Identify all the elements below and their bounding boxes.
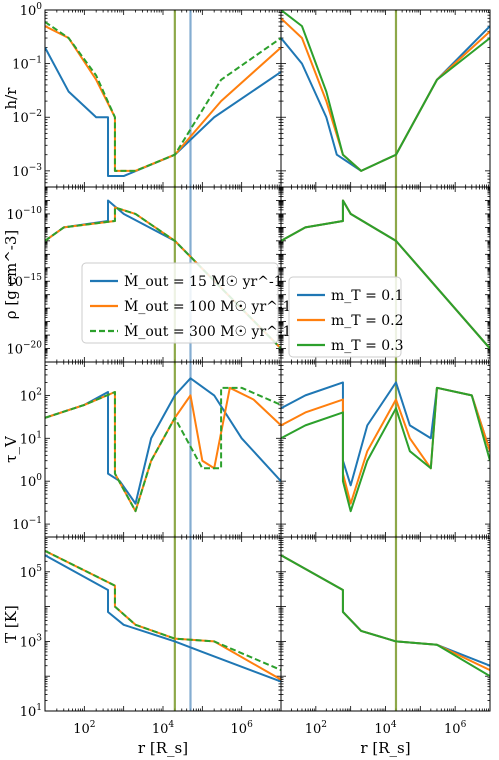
series-line-2	[45, 386, 281, 513]
series-line-1	[45, 549, 281, 681]
panel-frame	[44, 536, 282, 712]
legend-entry: m_T = 0.3	[331, 338, 404, 354]
panel-r2-c1	[280, 361, 491, 538]
legend-left: Ṁ_out = 15 M☉ yr^-1 Ṁ_out = 100 M☉ yr^-1 Ṁ…	[81, 262, 292, 344]
reference-lines	[173, 362, 192, 537]
x-tick-label: 106	[444, 720, 467, 737]
series-line-1	[281, 386, 490, 505]
panel-r0-c0	[44, 9, 282, 188]
y-tick-label: 10−15	[6, 273, 42, 290]
y-axis-label: ρ [g cm^-3]	[2, 230, 20, 319]
y-tick-label: 100	[20, 2, 43, 19]
legend-right: m_T = 0.1 m_T = 0.2 m_T = 0.3	[288, 276, 404, 358]
panels	[44, 9, 491, 712]
series-group	[45, 549, 281, 683]
panel-r0-c1	[280, 9, 491, 188]
y-tick-label: 10−3	[12, 163, 42, 180]
y-tick-label: 10−1	[12, 56, 42, 73]
series-line-1	[281, 17, 490, 172]
series-line-2	[45, 21, 281, 172]
y-axis-label: h/r	[2, 87, 20, 110]
panel-r3-c1	[280, 536, 491, 712]
series-line-0	[45, 377, 281, 505]
x-tick-label: 102	[73, 720, 95, 737]
series-group	[281, 381, 490, 513]
series-line-2	[281, 10, 490, 172]
legend-box	[288, 276, 402, 358]
series-group	[281, 10, 490, 172]
series-group	[281, 199, 490, 350]
legend-entry: m_T = 0.1	[331, 288, 404, 304]
x-tick-label: 104	[152, 720, 175, 737]
panel-frame	[280, 536, 491, 712]
y-tick-label: 100	[20, 473, 43, 490]
series-line-2	[45, 206, 281, 350]
y-tick-label: 10−10	[6, 206, 42, 223]
series-line-2	[281, 554, 490, 678]
series-group	[281, 554, 490, 678]
legend-box	[81, 262, 279, 344]
series-group	[45, 21, 281, 178]
y-tick-label: 101	[20, 430, 42, 447]
series-line-0	[45, 554, 281, 683]
series-line-0	[45, 47, 281, 178]
series-line-0	[281, 25, 490, 172]
reference-lines	[173, 537, 192, 711]
series-group	[45, 199, 281, 350]
reference-lines	[173, 10, 192, 187]
series-line-0	[281, 381, 490, 487]
x-tick-label: 102	[305, 720, 327, 737]
legend-entry: Ṁ_out = 100 M☉ yr^-1	[124, 297, 292, 315]
series-line-2	[281, 199, 490, 350]
y-tick-label: 10−2	[12, 109, 42, 126]
x-tick-label: 106	[231, 720, 254, 737]
panel-frame	[280, 361, 491, 538]
y-tick-label: 101	[20, 703, 42, 720]
axis-labels: 10−3 10−2 10−1 100 h/r 10−20 10−15 10−10 ρ [g cm…	[2, 2, 467, 757]
x-tick-label: 104	[374, 720, 397, 737]
series-group	[45, 377, 281, 513]
x-axis-label: r [R_s]	[360, 739, 410, 757]
y-tick-label: 102	[20, 387, 42, 404]
y-tick-label: 103	[20, 633, 43, 650]
legend-entry: Ṁ_out = 300 M☉ yr^-1	[124, 322, 292, 340]
series-line-2	[45, 549, 281, 671]
y-tick-label: 105	[20, 564, 43, 581]
panel-r3-c0	[44, 536, 282, 712]
panel-r2-c0	[44, 361, 282, 538]
series-line-1	[45, 25, 281, 172]
x-axis-label: r [R_s]	[138, 739, 188, 757]
y-axis-label: T [K]	[2, 605, 20, 643]
y-tick-label: 10−1	[12, 516, 42, 533]
panel-frame	[44, 361, 282, 538]
y-axis-label: τ_V	[2, 435, 20, 463]
legend-entry: m_T = 0.2	[331, 313, 404, 329]
panel-r1-c1	[280, 186, 491, 363]
series-line-2	[281, 386, 490, 513]
legend-entry: Ṁ_out = 15 M☉ yr^-1	[124, 272, 283, 290]
y-tick-label: 10−20	[6, 341, 42, 358]
